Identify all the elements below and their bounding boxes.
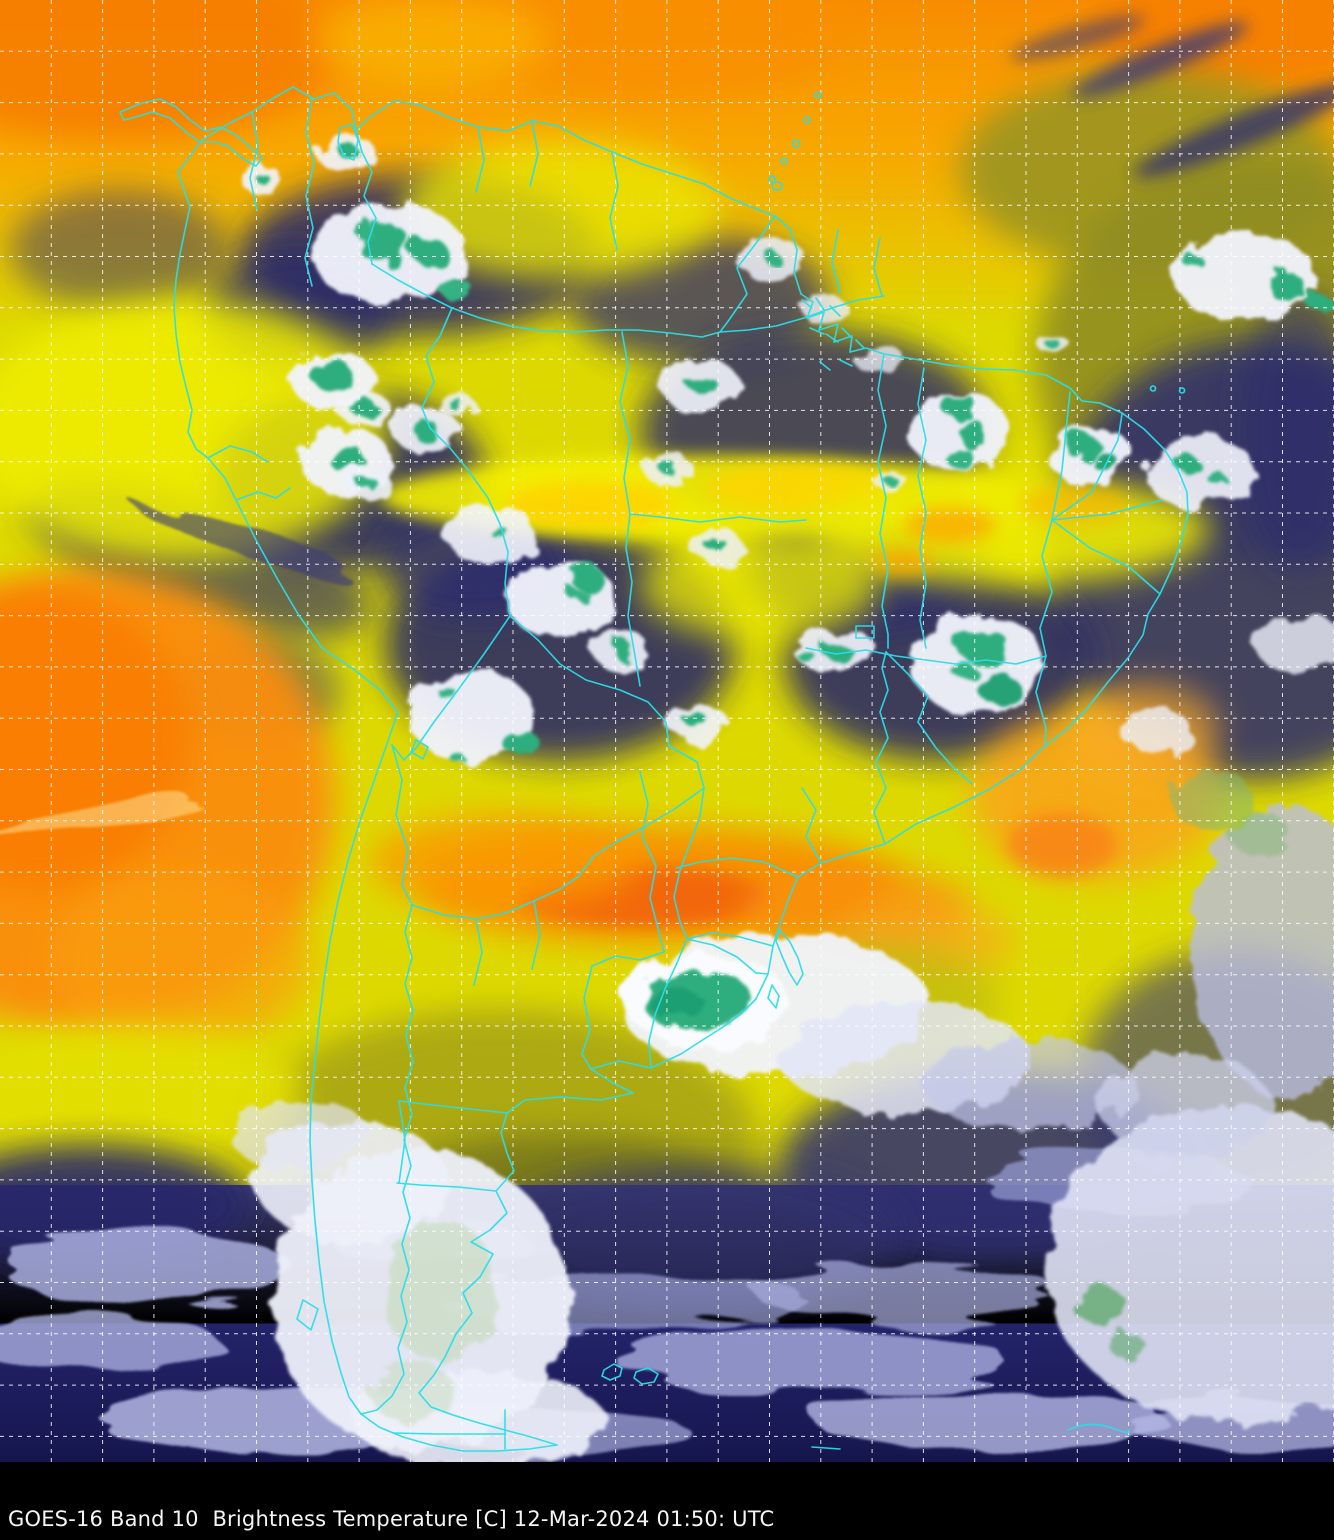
border-venezuela-guyana <box>719 215 776 333</box>
border-andes-chile-argentina <box>360 904 414 1415</box>
border-colombia-venezuela <box>355 129 377 265</box>
border-argentina-prov-2 <box>396 1182 497 1192</box>
panama-isthmus <box>119 98 263 167</box>
border-venezuela-internal-1 <box>475 126 485 193</box>
border-ne-fan-3 <box>1051 499 1163 521</box>
border-argentina-prov-5 <box>473 918 483 986</box>
paraguay-river <box>639 771 665 953</box>
border-sp-lines <box>801 787 822 864</box>
border-argentina-prov-4 <box>531 900 541 970</box>
coastline-south-america <box>173 86 1189 1452</box>
south-georgia <box>1067 1423 1131 1434</box>
lake-titicaca <box>410 739 429 760</box>
border-venezuela-internal-3 <box>529 120 539 187</box>
border-bolivia-argentina <box>411 876 579 920</box>
lagoa-mirim <box>767 984 780 1009</box>
border-bolivia-chile <box>391 744 413 906</box>
border-ne-fan-2 <box>1051 413 1123 521</box>
parana-river-border <box>673 787 705 940</box>
border-ecuador-peru <box>235 487 291 501</box>
satellite-map-canvas <box>0 0 1334 1462</box>
caption-bar: GOES-16 Band 10 Brightness Temperature [… <box>0 1462 1334 1540</box>
small-island-dash <box>811 1446 841 1450</box>
border-peru-bolivia <box>391 615 511 761</box>
border-guyana-suriname <box>831 229 841 293</box>
border-minas-lines <box>873 651 889 845</box>
border-argentina-prov-3 <box>398 1100 406 1184</box>
border-uruguay-west <box>648 938 688 1069</box>
amazon-delta <box>801 297 865 371</box>
border-parana-state <box>675 857 799 878</box>
border-ne-fan-4 <box>1051 519 1161 595</box>
border-central-horizontal <box>805 647 1047 665</box>
border-paraguay-argentina <box>591 951 665 967</box>
border-tocantins <box>917 367 927 649</box>
border-colombia-internal-2 <box>249 111 259 211</box>
border-venezuela-brazil <box>371 263 721 338</box>
border-suriname-frguiana <box>873 237 883 297</box>
border-magellan <box>392 1432 506 1435</box>
border-goias-minas <box>885 651 973 785</box>
lagoa-dos-patos <box>775 929 804 986</box>
border-mt-horizontal <box>629 513 807 523</box>
border-guianas-brazil <box>719 295 885 333</box>
geo-borders <box>119 86 1189 1452</box>
lake-patagonia <box>296 1299 319 1331</box>
falkland-islands <box>601 1363 659 1385</box>
parana-river-argentina <box>581 965 593 1070</box>
border-rs-state <box>686 932 774 947</box>
district-federal <box>855 625 875 639</box>
border-colombia-internal-1 <box>304 98 315 287</box>
lake-maracaibo <box>337 123 359 161</box>
border-bolivia-paraguay <box>577 787 705 878</box>
border-para-maranhao <box>877 353 889 649</box>
border-ne-vertical <box>1039 519 1053 657</box>
border-ne-fan-1 <box>1051 391 1071 521</box>
border-uruguay-north <box>686 938 769 975</box>
caption-text: GOES-16 Band 10 Brightness Temperature [… <box>8 1507 775 1531</box>
border-argentina-prov-1 <box>398 1100 508 1114</box>
satellite-image <box>0 0 1334 1462</box>
border-bolivia-brazil <box>509 615 705 789</box>
graticule-grid <box>0 0 1334 1462</box>
border-ecuador-colombia <box>207 445 269 463</box>
border-bahia-east <box>1035 655 1047 747</box>
atlantic-islets <box>1149 385 1186 394</box>
border-venezuela-internal-2 <box>609 151 619 251</box>
border-peru-brazil <box>421 307 511 617</box>
antilles-islands <box>768 91 822 191</box>
